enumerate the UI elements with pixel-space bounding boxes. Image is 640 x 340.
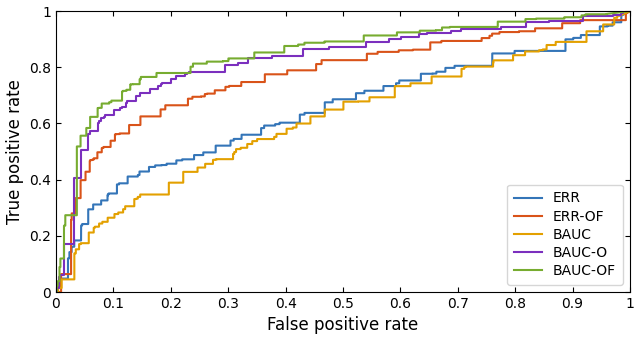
- BAUC-O: [620, 12, 627, 16]
- BAUC-O: [60, 242, 68, 246]
- BAUC-O: [234, 63, 242, 67]
- BAUC-OF: [56, 256, 64, 260]
- BAUC-O: [626, 9, 634, 13]
- ERR: [64, 276, 72, 280]
- Legend: ERR, ERR-OF, BAUC, BAUC-O, BAUC-OF: ERR, ERR-OF, BAUC, BAUC-O, BAUC-OF: [507, 185, 623, 285]
- Y-axis label: True positive rate: True positive rate: [6, 79, 24, 224]
- BAUC-OF: [52, 290, 60, 294]
- BAUC: [58, 277, 66, 282]
- ERR-OF: [224, 85, 232, 89]
- BAUC-O: [620, 9, 627, 13]
- BAUC: [59, 277, 67, 282]
- BAUC-OF: [73, 144, 81, 149]
- BAUC-OF: [250, 56, 258, 61]
- ERR-OF: [626, 9, 634, 13]
- BAUC: [234, 147, 242, 151]
- BAUC-O: [77, 148, 85, 152]
- BAUC: [626, 9, 634, 13]
- ERR: [90, 207, 97, 211]
- Line: BAUC-O: BAUC-O: [56, 11, 630, 292]
- ERR: [52, 290, 60, 294]
- ERR: [618, 20, 625, 24]
- ERR-OF: [52, 290, 60, 294]
- BAUC-O: [100, 116, 108, 120]
- ERR: [68, 245, 76, 249]
- ERR: [626, 9, 634, 13]
- ERR-OF: [86, 159, 93, 163]
- ERR-OF: [622, 18, 630, 22]
- BAUC-OF: [603, 12, 611, 16]
- BAUC-OF: [56, 279, 63, 283]
- BAUC-OF: [626, 9, 634, 13]
- BAUC: [616, 14, 624, 18]
- ERR: [65, 254, 73, 258]
- Line: BAUC: BAUC: [56, 11, 630, 292]
- BAUC-O: [52, 290, 60, 294]
- Line: ERR: ERR: [56, 11, 630, 292]
- BAUC: [76, 242, 83, 246]
- ERR-OF: [68, 218, 76, 222]
- ERR: [230, 138, 237, 142]
- BAUC-O: [56, 275, 64, 279]
- ERR-OF: [72, 196, 79, 200]
- BAUC-OF: [98, 106, 106, 110]
- ERR-OF: [98, 148, 106, 152]
- Line: ERR-OF: ERR-OF: [56, 11, 630, 292]
- Line: BAUC-OF: BAUC-OF: [56, 11, 630, 292]
- X-axis label: False positive rate: False positive rate: [268, 317, 419, 335]
- BAUC: [95, 223, 103, 227]
- BAUC: [52, 290, 60, 294]
